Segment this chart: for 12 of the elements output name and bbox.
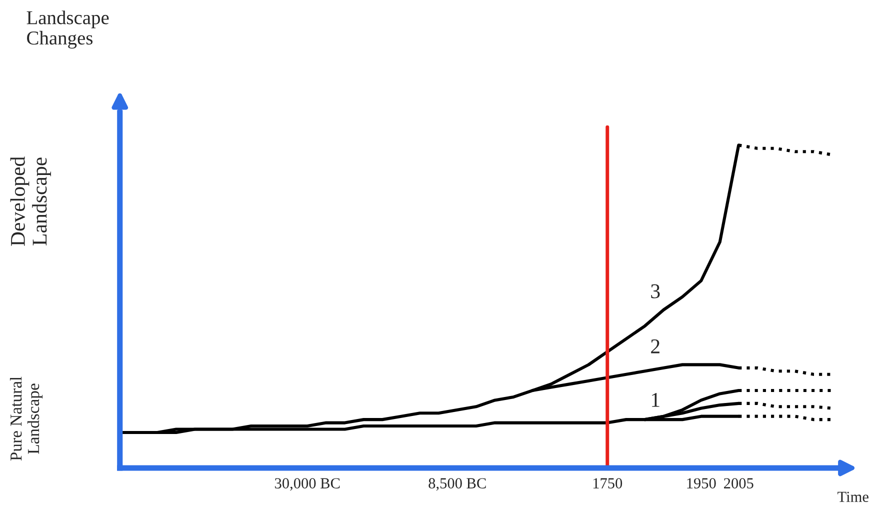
x-tick-label: 1950 (687, 478, 716, 488)
x-tick-label: 2005 (724, 478, 754, 488)
x-tick-label: 1750 (593, 478, 622, 488)
x-tick-label: 8,500 BC (428, 478, 486, 491)
annotation: 1 (652, 392, 660, 407)
annotation: 3 (651, 284, 660, 298)
x-axis-title: Time (838, 492, 868, 502)
text: Developed Landscape (10, 156, 51, 246)
text: Pure Natural Landscape (10, 376, 43, 461)
annotation: 2 (651, 339, 660, 354)
x-tick-label: 30,000 BC (275, 478, 340, 491)
y-axis-title: Landscape Changes (26, 10, 109, 49)
